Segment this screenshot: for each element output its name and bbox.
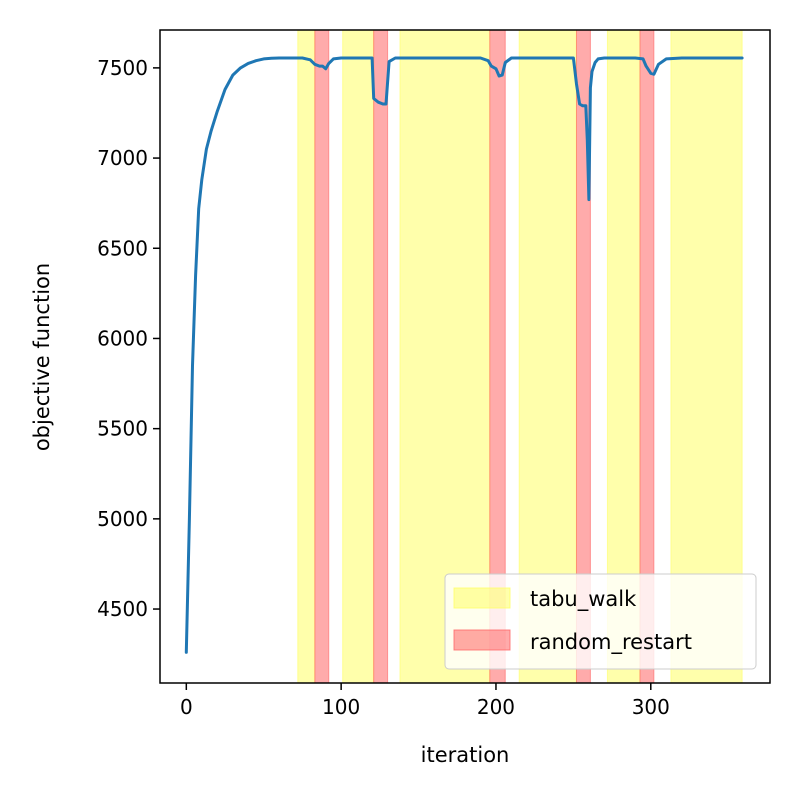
y-tick-label: 4500	[97, 597, 148, 621]
y-tick-label: 7500	[97, 56, 148, 80]
legend-swatch-random-restart	[453, 629, 511, 651]
tabu-walk-region-1	[297, 30, 316, 683]
x-tick-label: 100	[322, 695, 360, 719]
legend: tabu_walk random_restart	[444, 573, 757, 670]
y-tick-label: 6000	[97, 326, 148, 350]
y-tick-label: 5500	[97, 417, 148, 441]
x-tick-label: 200	[477, 695, 515, 719]
series-line-1	[184, 56, 744, 654]
x-tick-label: 0	[180, 695, 193, 719]
tabu-walk-region-2	[342, 30, 375, 683]
x-tick-label: 300	[632, 695, 670, 719]
legend-box	[444, 573, 757, 670]
legend-swatch-tabu-walk	[453, 587, 511, 609]
random-restart-region-1	[314, 30, 330, 683]
y-axis-label: objective function	[30, 263, 54, 451]
plot-frame	[159, 29, 771, 684]
x-axis-label: iteration	[421, 743, 510, 767]
y-tick-label: 6500	[97, 236, 148, 260]
random-restart-region-3	[489, 30, 506, 683]
legend-label-tabu-walk: tabu_walk	[530, 587, 637, 612]
random-restart-region-5	[639, 30, 655, 683]
random-restart-region-4	[575, 30, 591, 683]
series-layer	[184, 56, 744, 654]
y-tick-label: 5000	[97, 507, 148, 531]
legend-label-random-restart: random_restart	[530, 630, 692, 655]
y-tick-label: 7000	[97, 146, 148, 170]
y-axis-ticks: 4500 5000 5500 6000 6500 7000 7500	[97, 56, 160, 621]
random-restart-region-2	[373, 30, 389, 683]
x-axis-ticks: 0 100 200 300	[180, 683, 670, 719]
